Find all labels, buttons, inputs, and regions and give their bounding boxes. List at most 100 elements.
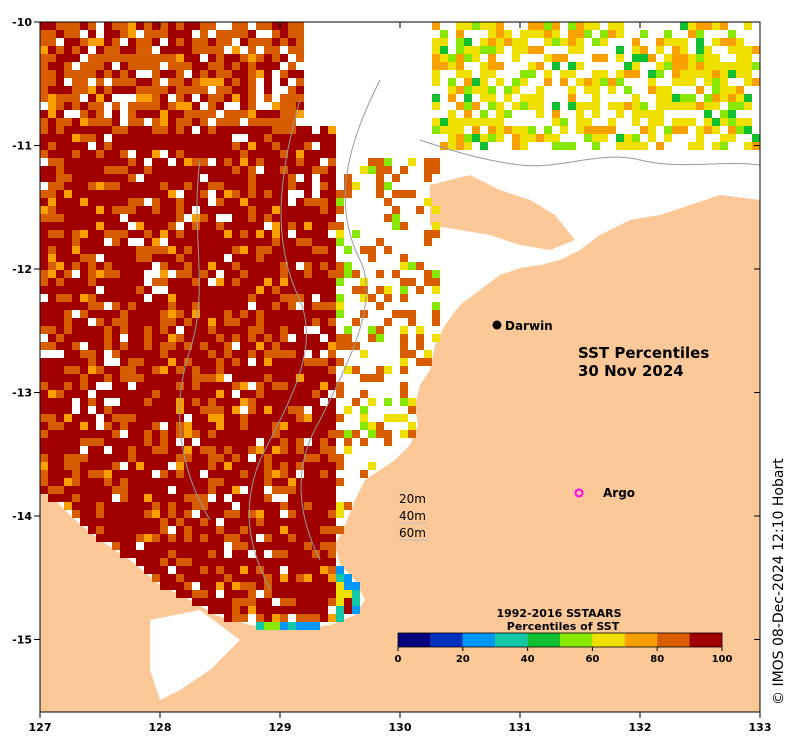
sst-pixel xyxy=(272,254,280,262)
sst-pixel xyxy=(200,190,208,198)
sst-pixel xyxy=(288,582,296,590)
sst-pixel xyxy=(200,94,208,102)
sst-pixel xyxy=(160,174,168,182)
sst-pixel xyxy=(360,246,368,254)
sst-pixel xyxy=(304,334,312,342)
sst-pixel xyxy=(256,134,264,142)
sst-pixel xyxy=(224,30,232,38)
sst-pixel xyxy=(256,374,264,382)
sst-pixel xyxy=(608,30,616,38)
sst-pixel xyxy=(504,126,512,134)
sst-pixel xyxy=(264,302,272,310)
sst-pixel xyxy=(304,534,312,542)
sst-pixel xyxy=(328,318,336,326)
sst-pixel xyxy=(360,166,368,174)
sst-pixel xyxy=(328,526,336,534)
sst-pixel xyxy=(192,334,200,342)
sst-pixel xyxy=(312,398,320,406)
sst-pixel xyxy=(144,446,152,454)
sst-pixel xyxy=(400,286,408,294)
sst-pixel xyxy=(72,334,80,342)
sst-pixel xyxy=(256,182,264,190)
sst-pixel xyxy=(72,502,80,510)
sst-pixel xyxy=(264,70,272,78)
sst-pixel xyxy=(232,70,240,78)
sst-pixel xyxy=(72,326,80,334)
sst-pixel xyxy=(168,478,176,486)
sst-pixel xyxy=(96,94,104,102)
sst-pixel xyxy=(144,174,152,182)
sst-pixel xyxy=(264,622,272,630)
sst-pixel xyxy=(272,294,280,302)
sst-pixel xyxy=(264,134,272,142)
sst-pixel xyxy=(312,598,320,606)
sst-pixel xyxy=(312,606,320,614)
sst-pixel xyxy=(56,206,64,214)
sst-pixel xyxy=(288,398,296,406)
sst-pixel xyxy=(232,414,240,422)
sst-pixel xyxy=(280,518,288,526)
sst-pixel xyxy=(80,422,88,430)
sst-pixel xyxy=(520,94,528,102)
sst-pixel xyxy=(208,238,216,246)
sst-pixel xyxy=(496,126,504,134)
sst-pixel xyxy=(264,470,272,478)
sst-pixel xyxy=(480,78,488,86)
sst-pixel xyxy=(128,454,136,462)
sst-pixel xyxy=(312,310,320,318)
sst-pixel xyxy=(384,246,392,254)
sst-pixel xyxy=(168,398,176,406)
sst-pixel xyxy=(736,70,744,78)
sst-pixel xyxy=(384,294,392,302)
sst-pixel xyxy=(304,478,312,486)
sst-pixel xyxy=(232,118,240,126)
sst-pixel xyxy=(160,462,168,470)
sst-pixel xyxy=(344,430,352,438)
sst-pixel xyxy=(744,142,752,150)
sst-pixel xyxy=(152,126,160,134)
sst-pixel xyxy=(480,46,488,54)
sst-pixel xyxy=(264,438,272,446)
sst-pixel xyxy=(224,54,232,62)
sst-pixel xyxy=(200,78,208,86)
sst-pixel xyxy=(552,102,560,110)
sst-pixel xyxy=(56,462,64,470)
sst-pixel xyxy=(528,22,536,30)
sst-pixel xyxy=(208,414,216,422)
sst-pixel xyxy=(208,326,216,334)
sst-pixel xyxy=(544,38,552,46)
sst-pixel xyxy=(584,86,592,94)
sst-pixel xyxy=(64,502,72,510)
sst-pixel xyxy=(168,454,176,462)
sst-pixel xyxy=(576,110,584,118)
sst-pixel xyxy=(160,166,168,174)
sst-pixel xyxy=(128,446,136,454)
sst-pixel xyxy=(520,134,528,142)
sst-pixel xyxy=(176,518,184,526)
sst-pixel xyxy=(368,334,376,342)
sst-pixel xyxy=(152,30,160,38)
sst-pixel xyxy=(56,182,64,190)
sst-pixel xyxy=(64,406,72,414)
sst-pixel xyxy=(64,230,72,238)
sst-pixel xyxy=(200,70,208,78)
sst-pixel xyxy=(80,262,88,270)
sst-pixel xyxy=(360,422,368,430)
sst-pixel xyxy=(120,262,128,270)
sst-pixel xyxy=(264,174,272,182)
sst-pixel xyxy=(344,582,352,590)
sst-pixel xyxy=(144,78,152,86)
sst-pixel xyxy=(144,534,152,542)
sst-pixel xyxy=(144,326,152,334)
sst-pixel xyxy=(56,382,64,390)
sst-pixel xyxy=(160,206,168,214)
sst-pixel xyxy=(264,54,272,62)
sst-pixel xyxy=(280,406,288,414)
sst-pixel xyxy=(136,366,144,374)
sst-pixel xyxy=(632,94,640,102)
sst-pixel xyxy=(304,422,312,430)
sst-pixel xyxy=(328,598,336,606)
sst-pixel xyxy=(184,254,192,262)
sst-pixel xyxy=(704,70,712,78)
sst-pixel xyxy=(328,174,336,182)
